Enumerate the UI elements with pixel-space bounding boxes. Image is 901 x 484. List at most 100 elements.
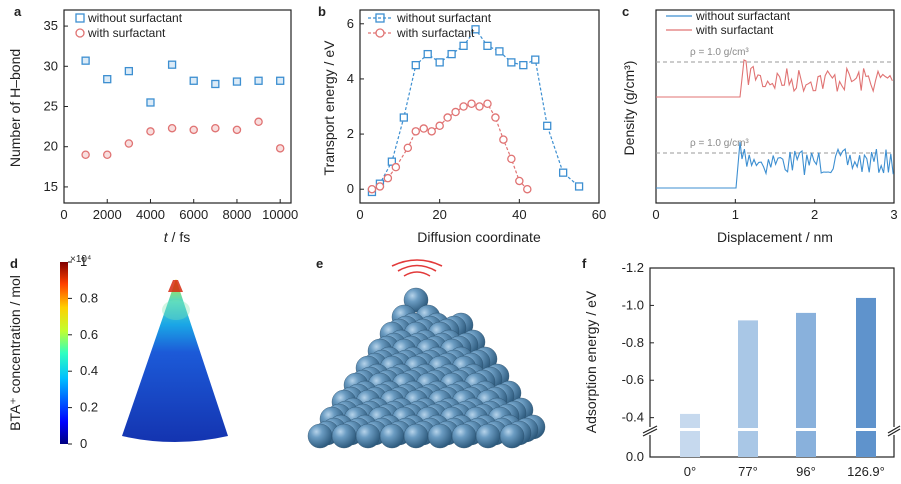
panel-e-sphere-r8-d0-8 xyxy=(499,423,525,449)
panel-a-point-s0-9 xyxy=(276,76,285,85)
panel-d-colorbar-tick-label-1: 0.2 xyxy=(80,400,98,415)
panel-d-colorbar-tick-label-5: 1 xyxy=(80,254,87,269)
panel-b-point-s0-17 xyxy=(574,182,584,191)
panel-a-point-s1-7 xyxy=(232,125,242,135)
panel-b: b 0 20 40 60 0 2 4 6 without surfactant with su… xyxy=(318,4,606,245)
panel-f-bar-0 xyxy=(680,413,700,457)
panel-a-point-s1-6 xyxy=(211,123,220,133)
panel-f-ytick-label-5: -1.2 xyxy=(622,260,644,275)
panel-b-point-s1-9 xyxy=(443,113,452,122)
panel-a-ylabel: Number of H–bond xyxy=(7,49,23,167)
panel-f: f 0.0-0.4-0.6-0.8-1.0-1.20° 77° 96° 126.9° … xyxy=(582,256,901,479)
panel-a-point-s1-1 xyxy=(102,150,112,159)
panel-a-xtick-label-2: 4000 xyxy=(136,207,165,222)
panel-f-axis-break-mark-left-2 xyxy=(642,425,658,434)
panel-c-line-with-surfactant xyxy=(656,59,893,98)
panel-a-legend-marker-without xyxy=(75,13,85,23)
panel-e: e xyxy=(307,256,546,449)
panel-e-sphere-r8-d0-7 xyxy=(475,423,501,449)
panel-b-letter: b xyxy=(318,4,326,19)
panel-a-point-s0-3 xyxy=(146,98,155,107)
panel-b-point-s0-13 xyxy=(519,60,528,70)
panel-f-bar-break-3 xyxy=(855,428,877,431)
panel-a-legend-with: with surfactant xyxy=(87,26,166,40)
panel-b-point-s0-2 xyxy=(387,157,397,166)
panel-e-sphere-pyramid xyxy=(307,287,546,449)
panel-b-point-s0-10 xyxy=(483,41,492,50)
panel-b-xtick-label-2: 40 xyxy=(512,207,526,222)
panel-b-point-s1-2 xyxy=(383,173,393,183)
panel-b-ylabel: Transport energy / eV xyxy=(321,40,337,176)
panel-b-point-s0-14 xyxy=(531,55,540,64)
panel-a-point-s0-0 xyxy=(81,56,90,65)
panel-f-ytick-label-2: -0.6 xyxy=(622,372,644,387)
panel-b-point-s0-9 xyxy=(471,25,480,34)
panel-b-point-s1-18 xyxy=(515,176,524,186)
panel-f-ytick-label-1: -0.4 xyxy=(622,410,644,425)
panel-e-sphere-r8-d0-2 xyxy=(355,423,381,449)
panel-a-point-s0-2 xyxy=(124,66,134,76)
panel-e-sphere-r8-d0-6 xyxy=(451,423,477,449)
panel-a-point-s1-2 xyxy=(124,139,134,148)
panel-c-letter: c xyxy=(622,4,629,19)
panel-c-xtick-label-3: 3 xyxy=(890,207,897,222)
panel-b-ytick-label-2: 4 xyxy=(347,71,354,86)
panel-f-ytick-label-4: -1.0 xyxy=(622,297,644,312)
panel-b-point-s1-14 xyxy=(483,99,492,108)
panel-b-frame xyxy=(359,9,600,204)
panel-b-legend-marker-with xyxy=(375,28,385,38)
panel-d-colorbar-tick-label-2: 0.4 xyxy=(80,363,98,378)
panel-e-letter: e xyxy=(316,256,323,271)
panel-f-bar-break-0 xyxy=(679,428,701,431)
panel-c-frame xyxy=(655,9,895,204)
panel-b-point-s1-0 xyxy=(367,184,377,194)
panel-f-axis-break-mark-right-1 xyxy=(887,428,901,437)
panel-b-line-s0 xyxy=(371,28,580,193)
panel-a-ytick-label-0: 15 xyxy=(44,179,58,194)
panel-e-signal-arc-middle xyxy=(397,264,437,272)
panel-c-reference-label-top: ρ = 1.0 g/cm³ xyxy=(690,47,749,58)
panel-d-colorbar-tick-label-4: 0.8 xyxy=(80,290,98,305)
panel-b-point-s1-3 xyxy=(391,162,401,172)
panel-d-letter: d xyxy=(10,256,18,271)
panel-b-point-s0-12 xyxy=(507,58,516,67)
panel-f-bar-break-1 xyxy=(737,428,759,431)
panel-f-xtick-label-1: 77° xyxy=(738,464,758,479)
panel-a-point-s0-8 xyxy=(254,76,263,85)
panel-c-xtick-label-2: 2 xyxy=(811,207,818,222)
panel-f-axis-break-mark-left-1 xyxy=(642,428,658,437)
panel-b-ytick-label-3: 6 xyxy=(347,16,354,31)
panel-a-ytick-label-3: 30 xyxy=(44,58,58,73)
panel-b-point-s1-7 xyxy=(427,127,436,136)
panel-b-legend-without: without surfactant xyxy=(396,11,492,25)
panel-f-bar-break-2 xyxy=(795,428,817,431)
panel-b-point-s0-5 xyxy=(423,49,432,59)
panel-b-xlabel: Diffusion coordinate xyxy=(417,229,541,245)
panel-d-colorbar-exponent: ×10⁴ xyxy=(70,254,91,265)
panel-a-xtick-label-1: 2000 xyxy=(93,207,122,222)
panel-b-point-s0-7 xyxy=(447,49,456,59)
panel-b-point-s1-8 xyxy=(435,121,444,131)
panel-e-sphere-r8-d0-5 xyxy=(427,423,453,449)
panel-b-point-s1-1 xyxy=(375,182,385,191)
panel-a-xtick-label-5: 10000 xyxy=(262,207,298,222)
panel-a-point-s1-9 xyxy=(275,144,285,153)
panel-a-xtick-label-3: 6000 xyxy=(179,207,208,222)
panel-f-bar-3 xyxy=(856,297,876,457)
panel-d-concentration-cone xyxy=(122,279,228,442)
panel-a-point-s0-4 xyxy=(167,60,177,69)
panel-c-ylabel: Density (g/cm³) xyxy=(621,61,637,156)
panel-f-bar-1 xyxy=(738,320,758,457)
panel-f-xtick-label-3: 126.9° xyxy=(847,464,885,479)
panel-b-point-s1-4 xyxy=(403,143,413,153)
panel-e-sphere-r0-d0-0 xyxy=(403,287,429,313)
panel-b-point-s0-8 xyxy=(459,41,468,50)
panel-f-ytick-label-3: -0.8 xyxy=(622,335,644,350)
panel-f-ylabel: Adsorption energy / eV xyxy=(583,290,599,433)
panel-a-point-s1-3 xyxy=(146,127,155,136)
panel-b-point-s1-16 xyxy=(499,135,508,144)
panel-b-point-s1-11 xyxy=(459,102,468,111)
panel-b-point-s1-6 xyxy=(419,124,428,133)
panel-c-xtick-label-0: 0 xyxy=(652,207,659,222)
